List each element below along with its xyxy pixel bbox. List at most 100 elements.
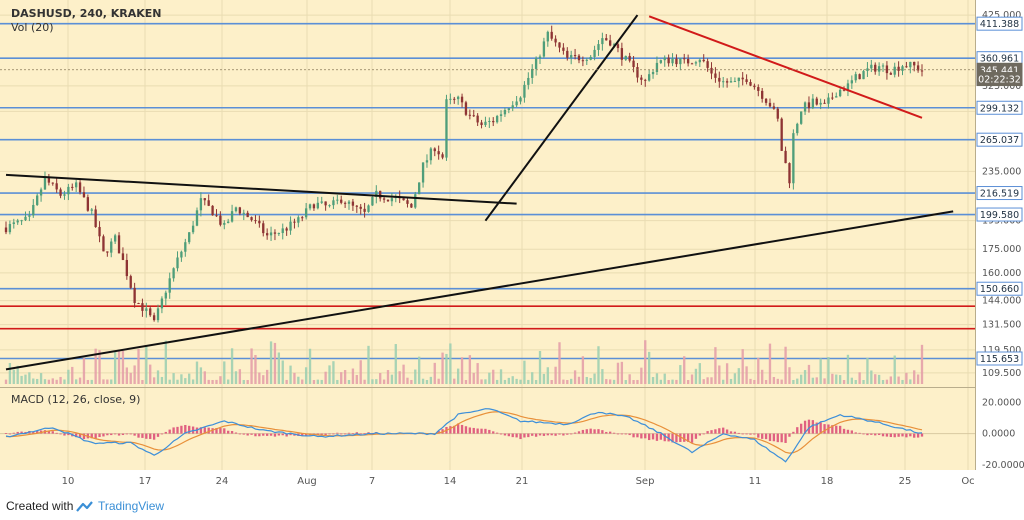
volume-bar <box>655 373 659 384</box>
volume-bar <box>332 361 335 384</box>
candle-body <box>667 57 670 64</box>
candle-body <box>164 292 167 299</box>
candle-body <box>367 205 370 212</box>
candle-body <box>156 308 160 321</box>
candle-body <box>246 212 249 218</box>
volume-bar <box>581 356 585 384</box>
candle-body <box>546 31 549 42</box>
volume-bar <box>308 348 312 384</box>
volume-bar <box>230 348 234 384</box>
volume-bar <box>558 342 561 384</box>
macd-tick-label: -20.0000 <box>982 460 1024 471</box>
volume-bar <box>227 379 230 384</box>
macd-histogram-bar <box>651 433 655 440</box>
volume-bar <box>453 378 456 384</box>
macd-histogram-bar <box>203 427 206 434</box>
macd-histogram-bar <box>729 431 733 434</box>
volume-bar <box>184 378 187 384</box>
macd-histogram-bar <box>877 433 881 436</box>
macd-histogram-bar <box>616 433 620 435</box>
volume-bar <box>671 379 674 384</box>
candle-body <box>410 203 413 208</box>
volume-bar <box>117 349 121 384</box>
candle-body <box>254 220 257 222</box>
red-trend-line[interactable] <box>648 15 923 119</box>
candle-body <box>831 97 834 99</box>
volume-bar <box>601 369 604 384</box>
candle-body <box>647 74 651 81</box>
volume-bar <box>382 379 386 384</box>
candle-body <box>453 98 456 100</box>
candle-body <box>507 108 510 111</box>
macd-histogram-bar <box>796 427 799 434</box>
candle-body <box>215 215 218 217</box>
candle-body <box>74 182 78 188</box>
candle-body <box>803 102 807 112</box>
macd-histogram-bar <box>889 433 892 438</box>
candle-body <box>110 241 113 253</box>
volume-bar <box>328 365 331 384</box>
price-tick-label: 175.000 <box>982 244 1021 255</box>
candle-body <box>827 97 830 104</box>
macd-histogram-bar <box>628 433 631 436</box>
volume-bar <box>297 376 300 384</box>
macd-histogram-bar <box>620 433 624 435</box>
volume-bar <box>149 364 152 384</box>
candle-body <box>304 208 308 218</box>
price-tick-label: 109.500 <box>982 368 1021 379</box>
macd-label: MACD (12, 26, close, 9) <box>11 393 140 406</box>
macd-histogram-bar <box>304 433 308 436</box>
candle-body <box>262 223 265 234</box>
black-trend-line[interactable] <box>5 173 517 205</box>
volume-bar <box>207 379 210 384</box>
macd-histogram-bar <box>753 433 756 435</box>
macd-histogram-bar <box>905 433 908 438</box>
macd-histogram-bar <box>566 433 569 435</box>
time-axis[interactable]: 10 17 24 Aug 7 14 21 Sep 11 18 25 Oc <box>62 476 975 487</box>
candle-body <box>885 65 889 74</box>
candle-body <box>523 84 526 98</box>
volume-bar <box>386 370 390 384</box>
candle-body <box>4 227 8 233</box>
candle-body <box>371 196 374 206</box>
volume-bar <box>351 368 355 384</box>
tradingview-brand-link[interactable]: TradingView <box>98 499 165 513</box>
volume-bar <box>176 379 179 384</box>
black-trend-line[interactable] <box>5 210 954 371</box>
candle-body <box>340 199 343 203</box>
macd-histogram-bar <box>874 433 877 436</box>
macd-histogram-bar <box>644 433 647 439</box>
chart-svg[interactable]: 425.000325.000295.000235.000195.000175.0… <box>0 0 1024 492</box>
price-label: 265.037 <box>980 135 1019 146</box>
candle-body <box>297 217 300 223</box>
volume-bar <box>234 371 238 384</box>
candle-body <box>484 121 487 126</box>
candle-body <box>149 308 152 316</box>
volume-bar <box>90 379 93 384</box>
candle-body <box>640 77 643 80</box>
volume-bar <box>628 374 631 384</box>
volume-bar <box>866 358 869 384</box>
volume-bar <box>722 379 725 384</box>
volume-bar <box>651 377 655 384</box>
black-trend-line[interactable] <box>484 14 639 222</box>
volume-bar <box>850 377 854 384</box>
volume-bar <box>741 349 744 384</box>
candle-body <box>20 220 23 222</box>
macd-histogram-bar <box>741 433 744 435</box>
price-axis[interactable]: 425.000325.000295.000235.000195.000175.0… <box>976 10 1024 471</box>
candle-body <box>258 220 261 224</box>
volume-bar <box>819 358 822 384</box>
candle-body <box>725 81 729 83</box>
candle-body <box>230 211 234 222</box>
macd-histogram-bar <box>558 433 561 435</box>
candle-body <box>784 150 787 164</box>
time-tick-label: Aug <box>297 476 317 487</box>
candle-body <box>8 224 12 233</box>
volume-bar <box>761 369 764 384</box>
macd-histogram-bar <box>160 433 164 435</box>
candle-body <box>468 114 472 116</box>
candle-body <box>390 198 394 202</box>
macd-histogram-bar <box>152 433 156 440</box>
